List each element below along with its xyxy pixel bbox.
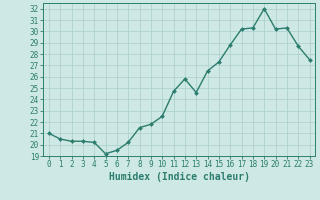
X-axis label: Humidex (Indice chaleur): Humidex (Indice chaleur) xyxy=(109,172,250,182)
